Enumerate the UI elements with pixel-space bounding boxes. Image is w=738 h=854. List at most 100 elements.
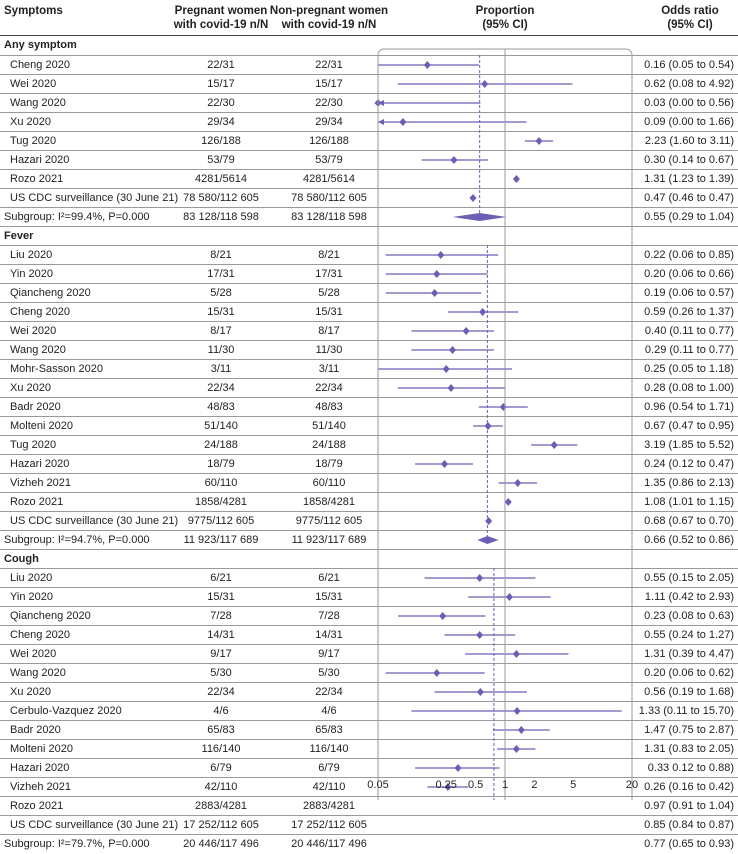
pregnant-count: 7/28 [210,610,232,622]
odds-ratio-value: 0.09 (0.00 to 1.66) [644,116,734,128]
point-estimate-marker [469,194,477,202]
study-name: Cheng 2020 [10,59,70,71]
nonpregnant-count: 48/83 [315,401,343,413]
odds-ratio-value: 0.30 (0.14 to 0.67) [644,154,734,166]
point-estimate-marker [433,270,441,278]
pregnant-count: 22/34 [207,686,235,698]
study-row: Tug 2020 126/188 126/188 2.23 (1.60 to 3.11… [0,131,738,151]
study-row: US CDC surveillance (30 June 21) 9775/112… [0,511,738,531]
nonpregnant-count: 1858/4281 [303,496,355,508]
study-row: Xu 2020 22/34 22/34 0.28 (0.08 to 1.00) [0,378,738,398]
pregnant-count: 126/188 [201,135,241,147]
point-estimate-marker [454,764,462,772]
subgroup-diamond [477,536,499,544]
pregnant-count: 15/31 [207,591,235,603]
pregnant-count: 42/110 [204,781,238,793]
odds-ratio-value: 0.26 (0.16 to 0.42) [644,781,734,793]
subgroup-row: Subgroup: I²=94.7%, P=0.000 11 923/117 68… [0,530,738,550]
pregnant-count: 24/188 [204,439,238,451]
header-divider [0,35,738,36]
point-estimate-marker [476,574,484,582]
study-row: Cheng 2020 15/31 15/31 0.59 (0.26 to 1.37) [0,302,738,322]
header-proportion: Proportion (95% CI) [450,4,560,32]
subgroup-pregnant-count: 20 446/117 496 [183,838,259,850]
study-name: Tug 2020 [10,439,57,451]
nonpregnant-count: 29/34 [315,116,343,128]
odds-ratio-value: 0.23 (0.08 to 0.63) [644,610,734,622]
pregnant-count: 29/34 [207,116,235,128]
study-row: Wang 2020 11/30 11/30 0.29 (0.11 to 0.77) [0,340,738,360]
study-row: Wei 2020 15/17 15/17 0.62 (0.08 to 4.92) [0,74,738,94]
nonpregnant-count: 6/21 [318,572,340,584]
pregnant-count: 6/79 [210,762,232,774]
pregnant-count: 4281/5614 [195,173,247,185]
study-name: US CDC surveillance (30 June 21) [10,819,179,831]
subgroup-odds-ratio-value: 0.77 (0.65 to 0.93) [644,838,734,850]
nonpregnant-count: 5/30 [318,667,340,679]
study-name: Xu 2020 [10,116,51,128]
header-symptoms: Symptoms [4,5,63,17]
study-row: Tug 2020 24/188 24/188 3.19 (1.85 to 5.52) [0,435,738,455]
pregnant-count: 15/31 [207,306,235,318]
odds-ratio-value: 0.56 (0.19 to 1.68) [644,686,734,698]
pregnant-count: 4/6 [213,705,229,717]
study-row: Rozo 2021 1858/4281 1858/4281 1.08 (1.01 to… [0,492,738,512]
study-name: Mohr-Sasson 2020 [10,363,103,375]
x-tick-label: 2 [531,779,538,791]
point-estimate-marker [462,327,470,335]
header-pregnant-line2: with covid-19 n/N [173,19,269,31]
odds-ratio-value: 0.67 (0.47 to 0.95) [644,420,734,432]
odds-ratio-value: 0.33 0.12 to 0.88) [647,762,734,774]
study-name: Hazari 2020 [10,154,70,166]
header-proportion-line2: (95% CI) [482,19,528,31]
x-tick-label: 5 [570,779,577,791]
point-estimate-marker [512,175,520,183]
study-name: Cerbulo-Vazquez 2020 [10,705,122,717]
study-row: Cheng 2020 22/31 22/31 0.16 (0.05 to 0.54) [0,55,738,75]
nonpregnant-count: 11/30 [315,344,343,356]
odds-ratio-value: 0.28 (0.08 to 1.00) [644,382,734,394]
odds-ratio-value: 0.20 (0.06 to 0.66) [644,268,734,280]
point-estimate-marker [484,422,492,430]
odds-ratio-value: 2.23 (1.60 to 3.11) [644,135,734,147]
point-estimate-marker [447,384,455,392]
pregnant-count: 51/140 [204,420,238,432]
study-row: Wei 2020 9/17 9/17 1.31 (0.39 to 4.47) [0,644,738,664]
subgroup-pregnant-count: 83 128/118 598 [183,211,259,223]
point-estimate-marker [437,251,445,259]
study-row: Liu 2020 8/21 8/21 0.22 (0.06 to 0.85) [0,245,738,265]
study-name: Wei 2020 [10,78,57,90]
nonpregnant-count: 8/21 [318,249,340,261]
header-pregnant: Pregnant women with covid-19 n/N [160,4,282,32]
odds-ratio-value: 0.59 (0.26 to 1.37) [644,306,734,318]
nonpregnant-count: 22/31 [315,59,343,71]
odds-ratio-value: 0.62 (0.08 to 4.92) [644,78,734,90]
study-row: Xu 2020 29/34 29/34 0.09 (0.00 to 1.66) [0,112,738,132]
pregnant-count: 9775/112 605 [187,515,255,527]
nonpregnant-count: 5/28 [318,287,340,299]
x-tick-label: 1 [501,779,509,791]
odds-ratio-value: 0.40 (0.11 to 0.77) [644,325,734,337]
pregnant-count: 78 580/112 605 [183,192,259,204]
point-estimate-marker [479,308,487,316]
point-estimate-marker [440,460,448,468]
study-name: Qiancheng 2020 [10,287,91,299]
point-estimate-marker [476,631,484,639]
study-name: US CDC surveillance (30 June 21) [10,515,179,527]
header-odds-ratio-line2: (95% CI) [667,19,713,31]
study-name: Yin 2020 [10,268,54,280]
forest-plot [374,48,633,800]
study-name: Rozo 2021 [10,496,64,508]
study-row: Wei 2020 8/17 8/17 0.40 (0.11 to 0.77) [0,321,738,341]
study-name: Yin 2020 [10,591,54,603]
pregnant-count: 14/31 [207,629,235,641]
point-estimate-marker [442,365,450,373]
study-name: Wang 2020 [10,667,66,679]
point-estimate-marker [499,403,507,411]
study-row: Cheng 2020 14/31 14/31 0.55 (0.24 to 1.27) [0,625,738,645]
odds-ratio-value: 1.35 (0.86 to 2.13) [644,477,734,489]
nonpregnant-count: 14/31 [315,629,343,641]
study-name: Qiancheng 2020 [10,610,91,622]
study-name: Vizheh 2021 [10,781,71,793]
pregnant-count: 18/79 [207,458,235,470]
